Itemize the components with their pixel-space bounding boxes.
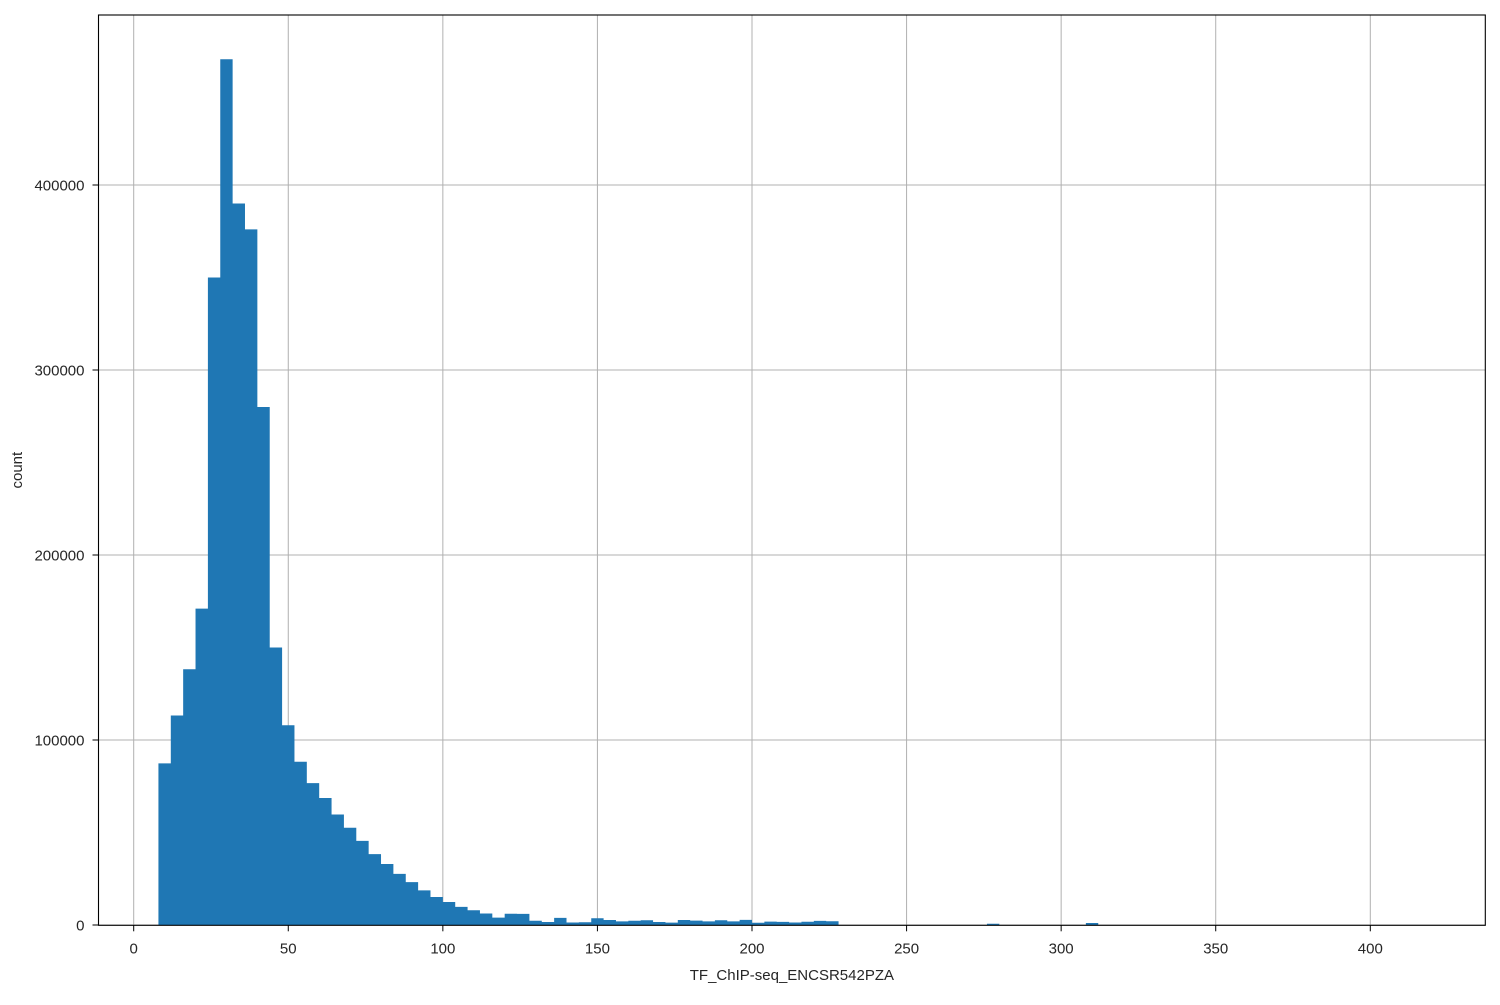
- svg-text:0: 0: [130, 940, 138, 957]
- svg-text:0: 0: [76, 918, 84, 935]
- svg-text:400000: 400000: [34, 178, 84, 195]
- svg-text:250: 250: [894, 940, 919, 957]
- svg-text:350: 350: [1203, 940, 1228, 957]
- svg-text:100000: 100000: [34, 733, 84, 750]
- svg-text:TF_ChIP-seq_ENCSR542PZA: TF_ChIP-seq_ENCSR542PZA: [690, 967, 894, 984]
- svg-text:300000: 300000: [34, 363, 84, 380]
- svg-text:50: 50: [280, 940, 297, 957]
- svg-text:count: count: [9, 451, 26, 489]
- svg-text:200: 200: [739, 940, 764, 957]
- svg-text:300: 300: [1049, 940, 1074, 957]
- svg-text:100: 100: [430, 940, 455, 957]
- svg-text:150: 150: [585, 940, 610, 957]
- svg-text:200000: 200000: [34, 548, 84, 565]
- svg-text:400: 400: [1358, 940, 1383, 957]
